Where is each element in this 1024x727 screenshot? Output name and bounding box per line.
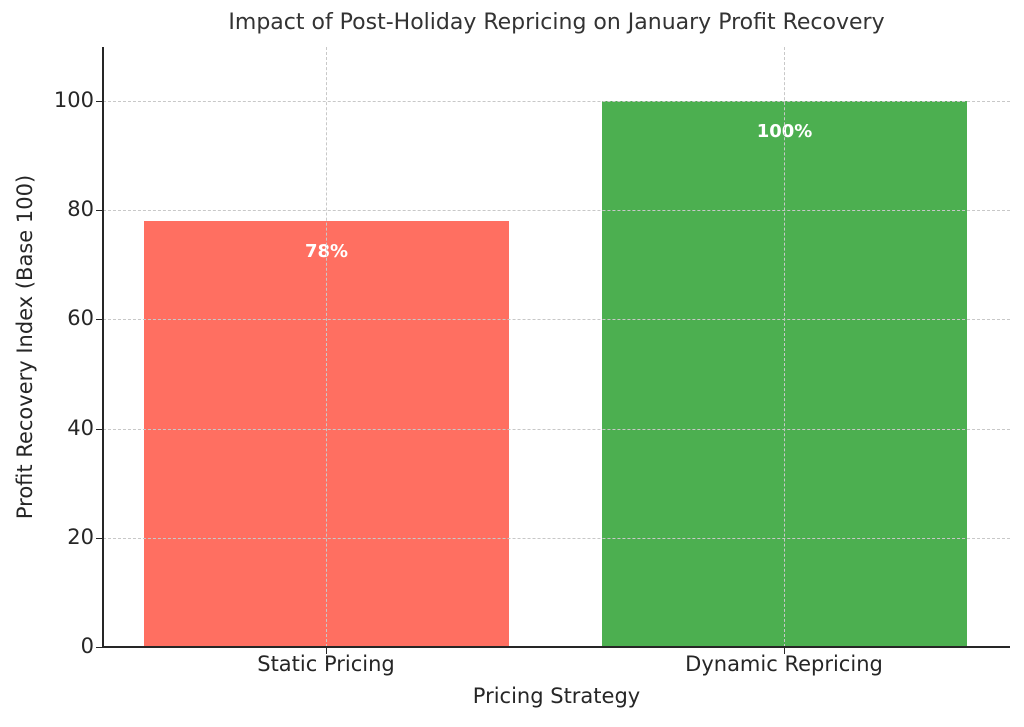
gridline-y-40 — [103, 429, 1010, 430]
gridline-y-80 — [103, 210, 1010, 211]
y-tick — [96, 319, 102, 320]
y-tick-label: 20 — [67, 525, 94, 549]
y-axis-label: Profit Recovery Index (Base 100) — [13, 174, 37, 520]
y-tick — [96, 210, 102, 211]
chart-title: Impact of Post-Holiday Repricing on Janu… — [228, 10, 885, 35]
x-tick-label: Dynamic Repricing — [685, 652, 883, 676]
gridline-y-20 — [103, 538, 1010, 539]
y-tick-label: 0 — [80, 634, 94, 658]
y-axis-spine — [102, 47, 104, 648]
y-tick — [96, 538, 102, 539]
x-tick-label: Static Pricing — [257, 652, 395, 676]
y-tick-label: 40 — [67, 416, 94, 440]
y-tick-label: 100 — [53, 88, 94, 112]
gridline-y-60 — [103, 319, 1010, 320]
y-tick — [96, 429, 102, 430]
x-tick — [326, 648, 327, 654]
gridline-y-100 — [103, 101, 1010, 102]
y-tick-label: 60 — [67, 306, 94, 330]
x-tick — [784, 648, 785, 654]
plot-area: 78% 100% — [103, 47, 1010, 647]
y-tick — [96, 647, 102, 648]
y-tick-label: 80 — [67, 197, 94, 221]
y-tick — [96, 101, 102, 102]
x-axis-spine — [102, 646, 1010, 648]
gridline-x-static — [326, 47, 327, 647]
x-axis-label: Pricing Strategy — [472, 684, 641, 708]
gridline-x-dynamic — [784, 47, 785, 647]
